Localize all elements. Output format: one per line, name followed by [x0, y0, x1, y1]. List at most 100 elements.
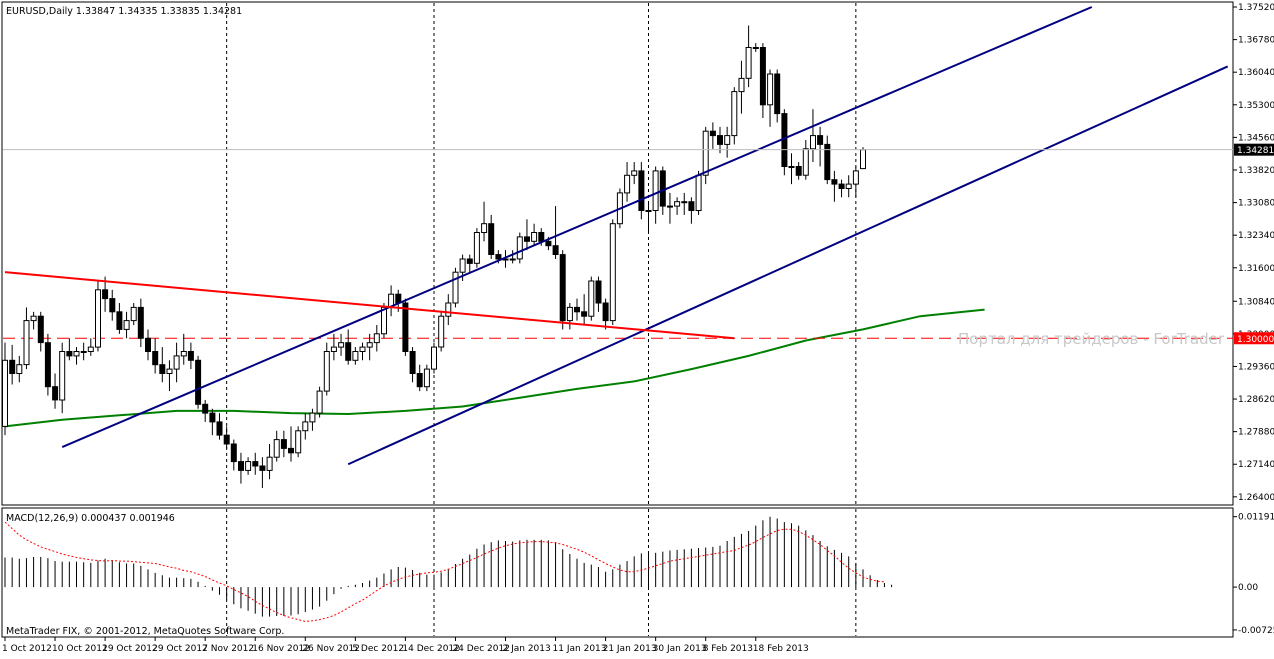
date-tick-label: 10 Oct 2012: [52, 644, 108, 654]
candle-body: [566, 306, 573, 322]
price-tick-label: 1.36780: [1238, 36, 1274, 46]
candle-body: [44, 342, 51, 388]
macd-frame: [1, 507, 1234, 638]
macd-tick-label: 0.011916: [1238, 513, 1274, 523]
candle: [109, 289, 116, 321]
price-tick-label: 1.33820: [1238, 166, 1274, 176]
candle: [438, 311, 445, 352]
candle: [273, 430, 280, 462]
candle: [810, 109, 816, 163]
trendlines[interactable]: [4, 6, 1229, 466]
candle: [352, 347, 359, 365]
candle: [252, 452, 259, 475]
candle: [717, 126, 723, 154]
candle-body: [688, 201, 695, 211]
macd-signal-line: [4, 521, 885, 622]
candle: [524, 219, 530, 251]
candle-body: [624, 174, 631, 194]
candle-body: [588, 280, 595, 317]
candle: [788, 153, 795, 185]
candle: [638, 162, 645, 220]
level-price-tag: [1234, 332, 1274, 345]
candle: [402, 298, 409, 356]
candle: [30, 311, 37, 330]
macd-series: [4, 516, 893, 622]
candle: [302, 413, 309, 440]
candle: [681, 192, 688, 215]
candle-body: [438, 315, 445, 348]
price-tick-label: 1.27880: [1238, 428, 1274, 438]
candle: [44, 333, 51, 396]
candle-body: [280, 439, 287, 449]
candle-body: [73, 351, 80, 357]
candle-body: [545, 240, 552, 247]
candle: [159, 347, 166, 383]
candle: [674, 197, 681, 215]
candle: [145, 329, 151, 361]
candle: [781, 109, 788, 176]
candle: [752, 43, 759, 52]
candle: [295, 426, 302, 458]
candle: [259, 457, 266, 489]
candle-body: [759, 47, 766, 106]
candle-body: [245, 461, 252, 471]
candle-body: [302, 421, 309, 432]
candle-body: [23, 320, 30, 366]
candle: [416, 364, 423, 392]
candle: [266, 443, 273, 480]
candle-body: [595, 280, 602, 304]
date-tick-label: 30 Jan 2013: [653, 644, 707, 654]
candle: [466, 254, 473, 273]
candle: [759, 43, 766, 119]
candle-body: [466, 258, 473, 264]
candle: [738, 60, 745, 114]
candle: [173, 342, 180, 383]
candle-body: [652, 170, 659, 211]
price-tick-label: 1.33080: [1238, 199, 1274, 209]
candle: [309, 408, 316, 431]
candle-body: [52, 386, 59, 401]
candle-body: [709, 130, 716, 137]
candle: [702, 126, 709, 185]
candle-body: [638, 170, 645, 211]
candle-body: [717, 135, 723, 145]
candle: [652, 166, 659, 224]
candle-body: [731, 91, 738, 137]
candle-body: [288, 447, 294, 454]
candle-body: [488, 223, 495, 255]
candle: [95, 280, 101, 352]
candle-body: [323, 351, 330, 392]
candle-body: [752, 47, 759, 49]
candle: [16, 355, 23, 383]
candle: [724, 126, 731, 158]
candle: [166, 360, 173, 392]
candle-body: [802, 148, 809, 176]
candle: [80, 342, 87, 361]
candle: [845, 175, 852, 198]
candle-body: [316, 390, 323, 414]
candle-body: [123, 320, 130, 330]
candle-body: [838, 183, 845, 190]
price-tick-label: 1.30840: [1238, 297, 1274, 307]
candle-body: [788, 166, 795, 168]
candle-body: [352, 351, 359, 361]
candle: [431, 342, 437, 374]
candle-body: [667, 205, 673, 208]
watermark-text: Портал для трейдеров - ForTrader: [958, 330, 1225, 348]
date-tick-label: 26 Nov 2012: [302, 644, 360, 654]
candle: [23, 307, 30, 370]
candle-body: [202, 403, 209, 414]
candle-body: [473, 232, 480, 264]
price-tick-label: 1.34560: [1238, 133, 1274, 143]
candle: [452, 267, 459, 308]
candle: [409, 347, 416, 383]
candle-body: [495, 254, 502, 260]
candle: [366, 333, 373, 361]
candle: [230, 439, 237, 471]
candle: [52, 373, 59, 409]
candle-body: [431, 346, 437, 370]
candle: [559, 250, 566, 330]
candle: [323, 342, 330, 396]
